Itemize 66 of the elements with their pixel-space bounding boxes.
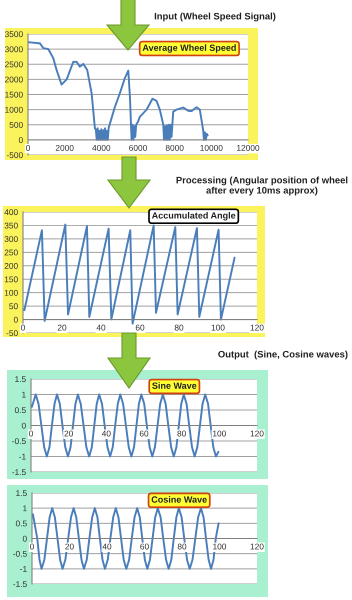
x-tick-label: 80: [174, 324, 184, 331]
x-tick-label: 120: [250, 324, 264, 331]
y-tick-label: 1.5: [15, 376, 26, 382]
x-tick-label: 80: [178, 544, 186, 550]
y-tick-label: -50: [6, 330, 18, 336]
x-tick-label: 20: [64, 430, 73, 436]
text: Output (Sine, Cosine waves): [218, 350, 348, 360]
y-tick-label: 0: [14, 316, 18, 323]
y-tick-label: -1.5: [13, 581, 27, 588]
x-tick-label: 20: [58, 324, 66, 331]
x-tick-label: 0: [30, 544, 34, 550]
x-tick-label: 6000: [129, 144, 147, 151]
y-tick-label: 0: [18, 137, 23, 143]
x-tick-label: 4000: [92, 144, 110, 151]
x-tick-label: 100: [213, 430, 226, 436]
y-tick-label: 2500: [5, 61, 23, 68]
y-tick-label: 1: [23, 505, 27, 512]
y-tick-label: -500: [6, 152, 23, 158]
y-tick-label: 1: [22, 392, 26, 398]
y-tick-label: 250: [4, 250, 18, 256]
x-tick-label: 40: [96, 324, 106, 331]
x-tick-label: 100: [212, 324, 225, 331]
y-tick-label: -1.5: [12, 469, 26, 476]
y-tick-label: 0.5: [14, 407, 26, 414]
chart-subtitle: Input (Wheel Speed Signal): [154, 12, 276, 22]
y-tick-label: 1500: [5, 92, 23, 98]
y-tick-label: 350: [4, 222, 18, 229]
x-tick-label: 120: [250, 544, 264, 550]
x-tick-label: 40: [102, 544, 112, 550]
y-tick-label: 0: [22, 536, 27, 542]
y-tick-label: 300: [4, 236, 18, 242]
chart-subtitle: Processing (Angular position of wheel after every 10ms approx): [176, 176, 348, 196]
y-tick-label: 500: [10, 122, 23, 128]
y-tick-label: 3000: [4, 46, 23, 52]
x-tick-label: 100: [213, 544, 226, 550]
x-tick-label: 8000: [166, 144, 184, 151]
y-tick-label: 50: [9, 303, 18, 310]
x-tick-label: 80: [177, 430, 186, 436]
y-tick-label: 1000: [5, 106, 23, 113]
chart-title: Sine Wave: [152, 382, 196, 389]
x-tick-label: 120: [250, 430, 264, 436]
y-tick-label: 0.5: [16, 520, 27, 526]
y-tick-label: 200: [4, 262, 18, 269]
y-tick-label: 2000: [5, 76, 23, 82]
x-tick-label: 0: [29, 430, 33, 436]
y-tick-label: -1: [20, 566, 27, 572]
y-tick-label: -0.5: [13, 550, 27, 557]
x-tick-label: 10000: [200, 144, 223, 151]
chart-title: Accumulated Angle: [152, 212, 236, 220]
y-tick-label: -1: [19, 454, 26, 460]
y-tick-label: 150: [4, 276, 18, 282]
x-tick-label: 20: [65, 544, 74, 550]
x-tick-label: 60: [136, 324, 144, 331]
y-tick-label: 400: [4, 209, 18, 216]
y-tick-label: -0.5: [12, 438, 26, 444]
y-tick-label: 1.5: [16, 490, 27, 496]
x-tick-label: 2000: [56, 144, 74, 151]
y-tick-label: 0: [22, 422, 26, 429]
x-tick-label: 60: [140, 430, 148, 436]
y-tick-label: 3500: [4, 31, 23, 38]
x-tick-label: 60: [140, 544, 149, 550]
text: Average Wheel Speed: [142, 44, 236, 53]
chart-title: Cosine Wave: [152, 496, 207, 503]
x-tick-label: 12000: [237, 144, 260, 151]
x-tick-label: 40: [102, 430, 111, 436]
y-tick-label: 100: [4, 290, 18, 296]
